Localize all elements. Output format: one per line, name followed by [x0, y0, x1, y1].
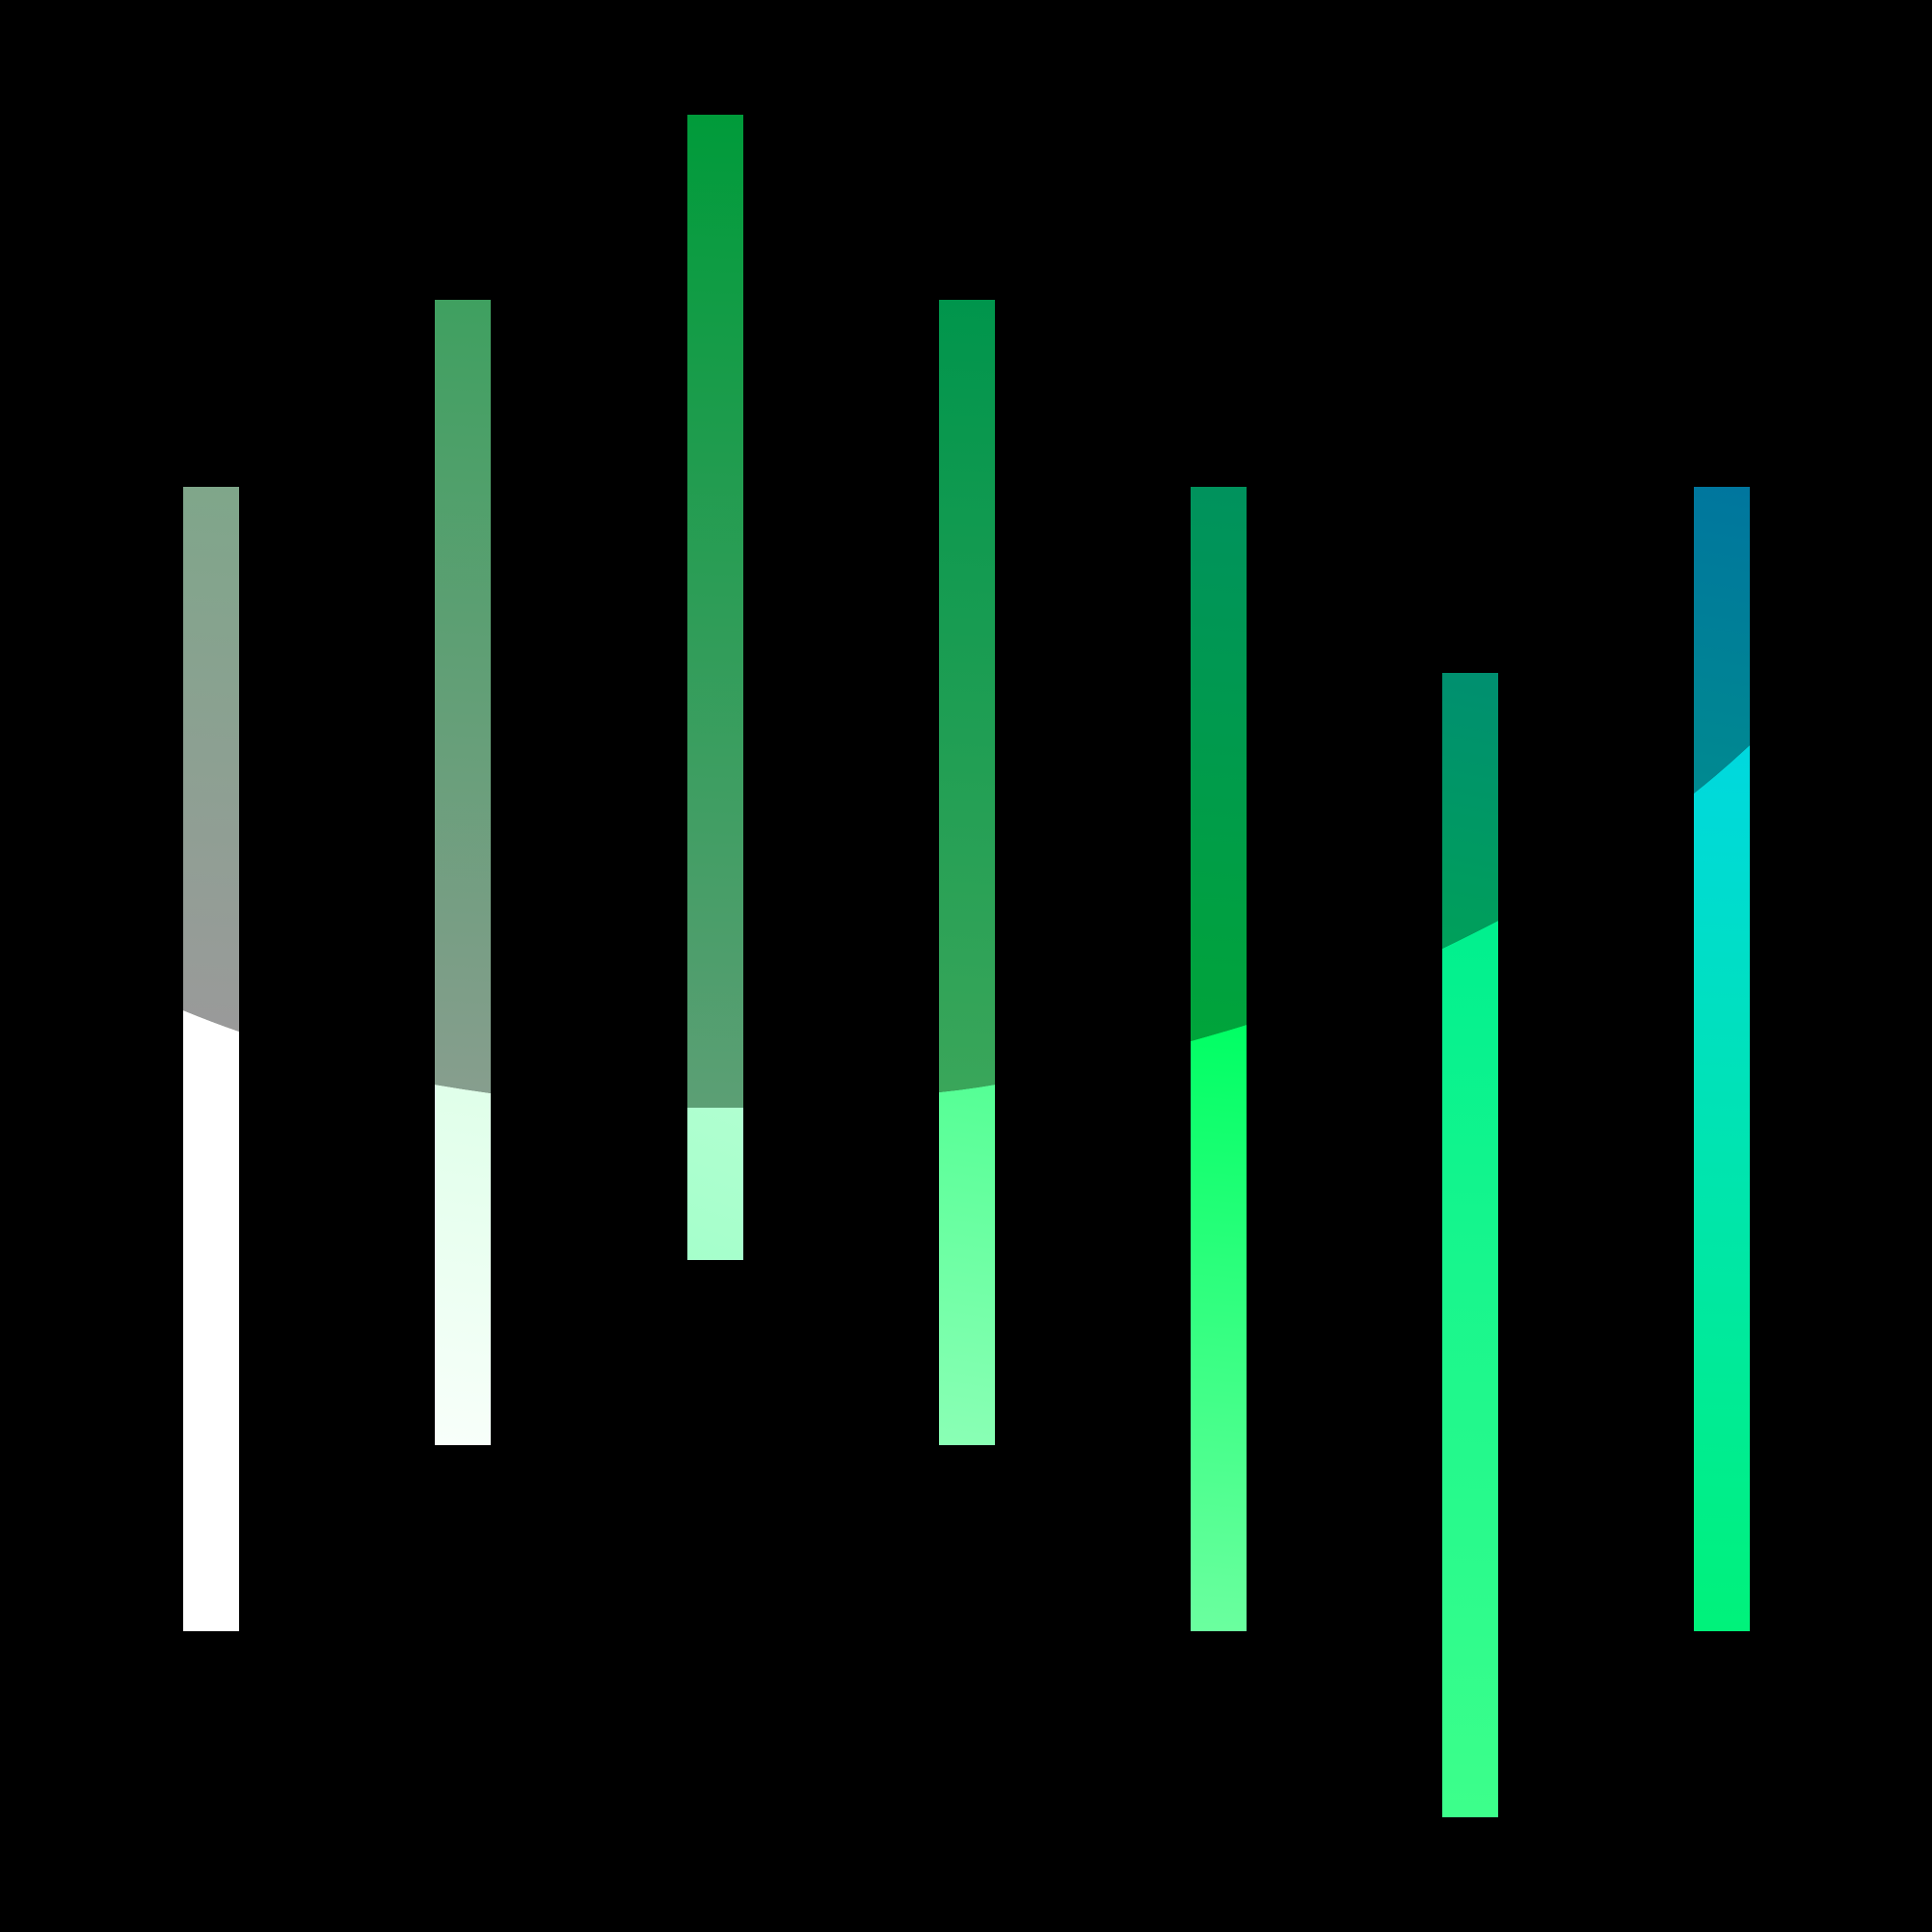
bar-2-lower-segment	[435, 1085, 491, 1445]
bars-group	[183, 115, 1750, 1817]
bar-5-lower-segment	[1191, 1025, 1247, 1631]
bar-1-lower-segment	[183, 1010, 239, 1631]
bar-6-upper-segment	[1442, 673, 1498, 949]
bar-3-lower-segment	[687, 1108, 743, 1260]
bar-6	[1442, 673, 1498, 1817]
bar-5	[1191, 487, 1247, 1631]
bar-2	[435, 300, 491, 1445]
bar-5-upper-segment	[1191, 487, 1247, 1041]
bar-4-lower-segment	[939, 1085, 995, 1445]
bar-4	[939, 300, 995, 1445]
bar-7-upper-segment	[1694, 487, 1750, 793]
bar-3	[687, 115, 743, 1260]
bar-4-upper-segment	[939, 300, 995, 1092]
bar-3-upper-segment	[687, 115, 743, 1108]
bar-1-upper-segment	[183, 487, 239, 1032]
bar-2-upper-segment	[435, 300, 491, 1093]
bar-7-lower-segment	[1694, 745, 1750, 1631]
bar-6-lower-segment	[1442, 921, 1498, 1817]
bar-1	[183, 487, 239, 1631]
bar-7	[1694, 487, 1750, 1631]
